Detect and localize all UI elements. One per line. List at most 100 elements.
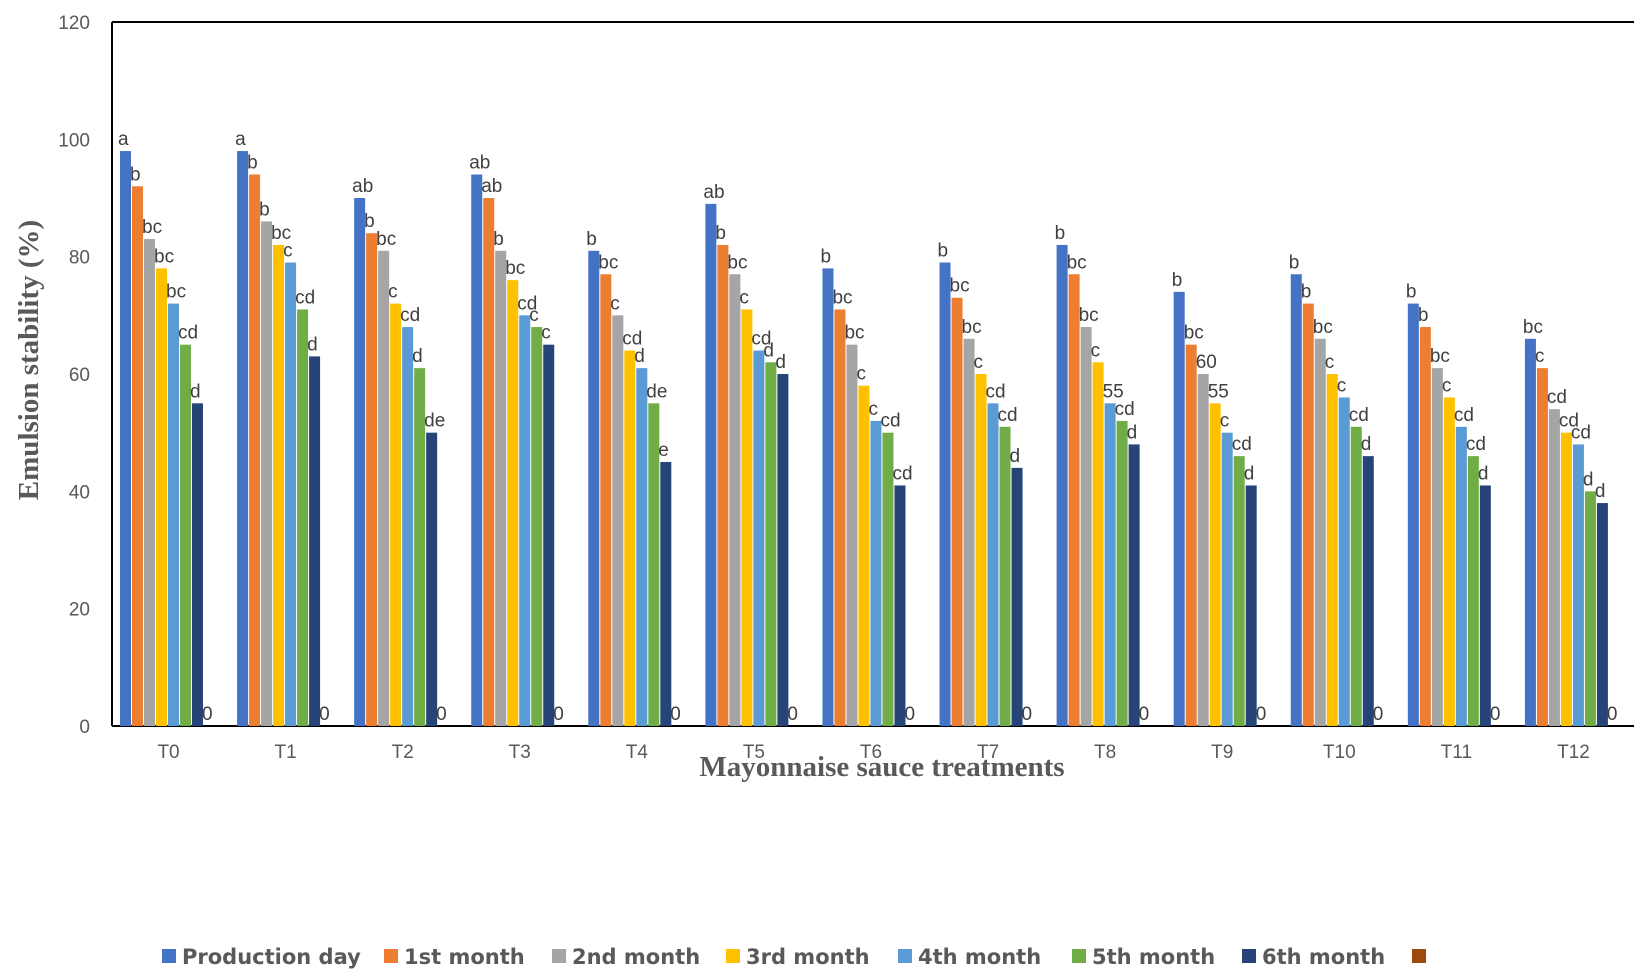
bar [741,309,753,726]
data-label: cd [400,305,420,326]
bar [1479,485,1491,726]
data-label: b [586,229,597,250]
data-label: c [1091,340,1101,361]
data-label: d [775,352,786,373]
data-label: bc [1523,317,1543,338]
data-label: a [235,129,246,150]
bar [156,268,167,726]
data-label: bc [376,229,396,250]
bar [285,262,297,726]
bar [1173,291,1185,726]
x-tick-label: T6 [860,742,882,763]
bar [1536,368,1548,726]
bar [543,344,555,726]
bar [1080,327,1092,726]
y-tick-label: 120 [58,13,90,34]
bar [846,344,858,726]
data-label: ab [469,153,490,174]
data-label: bc [950,276,970,297]
data-label: a [118,129,129,150]
data-label: 0 [1139,704,1150,725]
bar [753,350,765,726]
bar [1290,274,1302,726]
data-label: de [646,381,667,402]
data-label: d [763,340,774,361]
x-axis-title: Mayonnaise sauce treatments [699,751,1064,783]
y-axis-title: Emulsion stability (%) [13,220,45,500]
bar [354,198,366,726]
bar [951,297,963,726]
bar [624,350,636,726]
bar [1056,244,1068,726]
plot-area: 020406080100120abbcbcbccdd0T0abbbcccdd0T… [58,13,1634,763]
data-label: b [1172,270,1183,291]
data-label: ab [352,176,373,197]
data-label: b [1418,305,1429,326]
data-label: bc [1184,323,1204,344]
data-label: cd [517,293,537,314]
bar [999,426,1011,726]
bar [378,250,390,727]
legend-label: 2nd month [572,945,700,969]
data-label: b [1055,223,1066,244]
bar [1302,303,1314,726]
data-label: 0 [553,704,564,725]
data-label: bc [832,287,852,308]
bar [1419,327,1431,726]
data-label: b [493,229,504,250]
data-label: c [868,399,878,420]
legend-label: 3rd month [746,945,870,969]
bar [402,327,414,726]
bar [1431,368,1443,726]
data-label: c [541,323,551,344]
bar [648,403,660,726]
bar [1362,456,1374,726]
y-tick-label: 0 [79,717,90,738]
legend-label: Production day [182,945,361,969]
bar [588,250,600,727]
data-label: d [1595,481,1606,502]
bar [1068,274,1080,726]
data-label: b [259,199,270,220]
bar [237,151,249,727]
data-label: 0 [904,704,915,725]
data-label: c [974,352,984,373]
bar [963,338,975,726]
data-label: de [424,411,445,432]
x-tick-label: T2 [392,742,414,763]
x-tick-label: T5 [743,742,765,763]
bar [660,462,672,726]
bar [519,315,531,726]
data-label: bc [1313,317,1333,338]
bar [1338,397,1350,726]
bar [717,244,729,726]
data-label: d [1478,463,1489,484]
bar [729,274,741,726]
bar [414,368,426,726]
data-label: ab [481,176,502,197]
bar [1197,374,1209,726]
bar [297,309,309,726]
data-label: cd [178,323,198,344]
data-label: 0 [436,704,447,725]
data-label: 55 [1208,381,1229,402]
data-label: bc [271,223,291,244]
data-label: cd [622,329,642,350]
bar [1314,338,1326,726]
bar [882,432,894,726]
legend-swatch [1242,949,1256,963]
bar [1443,397,1455,726]
bar [261,221,273,726]
y-tick-label: 20 [69,600,90,621]
bar [495,250,507,727]
data-label: c [1535,346,1545,367]
data-label: bc [142,217,162,238]
bar [1128,444,1140,726]
legend-swatch [1412,949,1426,963]
x-tick-label: T0 [157,742,179,763]
data-label: c [388,282,398,303]
bar [1407,303,1419,726]
bar [612,315,624,726]
x-tick-label: T3 [509,742,531,763]
